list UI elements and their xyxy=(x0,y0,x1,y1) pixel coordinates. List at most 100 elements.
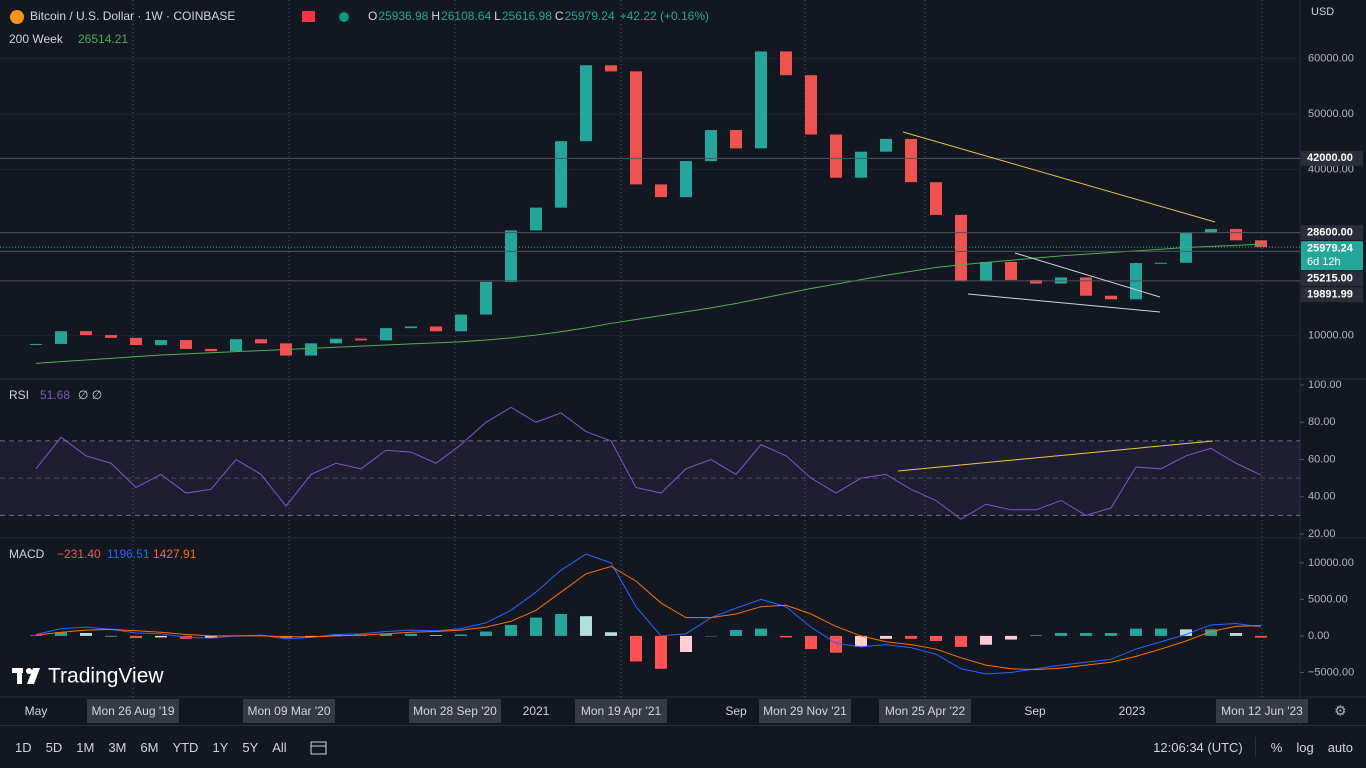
candle xyxy=(530,207,542,231)
ohlc-value: 25616.98 xyxy=(502,9,552,23)
candle xyxy=(205,348,217,352)
range-button[interactable]: YTD xyxy=(172,739,199,755)
macd-histogram-bar xyxy=(755,628,767,636)
macd-tick-label: 5000.00 xyxy=(1308,593,1348,605)
candle xyxy=(580,65,592,142)
macd-histogram-bar xyxy=(80,632,92,636)
scale-option[interactable]: auto xyxy=(1327,739,1353,755)
flag-icon[interactable] xyxy=(302,11,315,22)
time-label-box xyxy=(243,699,335,723)
macd-value: 1196.51 xyxy=(107,547,150,561)
candle xyxy=(1230,228,1242,241)
time-label-box xyxy=(409,699,501,723)
price-tick-label: 40000.00 xyxy=(1308,163,1354,175)
ohlc-change: +42.22 (+0.16%) xyxy=(620,9,709,23)
macd-histogram-bar xyxy=(830,635,842,653)
macd-histogram-bar xyxy=(955,635,967,647)
clock: 12:06:34 (UTC) xyxy=(1153,739,1243,755)
macd-histogram-bar xyxy=(1055,632,1067,636)
ohlc-label: L xyxy=(494,9,501,23)
macd-histogram-bar xyxy=(380,633,392,636)
range-button[interactable]: 3M xyxy=(108,739,127,755)
macd-histogram-bar xyxy=(630,635,642,662)
range-button[interactable]: 5Y xyxy=(242,739,259,755)
macd-histogram-bar xyxy=(305,635,317,637)
candle xyxy=(1155,262,1167,264)
countdown: 6d 12h xyxy=(1307,256,1341,268)
macd-histogram-bar xyxy=(880,635,892,639)
candle xyxy=(755,51,767,149)
macd-histogram-bar xyxy=(1130,628,1142,636)
wedge-line xyxy=(1014,252,1161,298)
ma-line xyxy=(35,243,1262,364)
rsi-tick-label: 60.00 xyxy=(1308,453,1336,465)
macd-histogram-bar xyxy=(805,635,817,650)
background xyxy=(0,0,1366,725)
candle xyxy=(1005,261,1017,280)
scale-option[interactable]: log xyxy=(1296,739,1314,755)
macd-histogram-bar xyxy=(1180,629,1192,636)
ohlc-value: 25936.98 xyxy=(378,9,428,23)
settings-icon[interactable]: ⚙ xyxy=(1334,703,1347,719)
macd-tick-label: −5000.00 xyxy=(1308,666,1354,678)
candle xyxy=(305,343,317,356)
price-label: 25979.24 xyxy=(1307,242,1354,254)
macd-histogram-bar xyxy=(1155,628,1167,636)
time-label: Mon 25 Apr '22 xyxy=(885,704,966,718)
candle xyxy=(605,65,617,72)
time-label: Mon 09 Mar '20 xyxy=(248,704,331,718)
ohlc: O 25936.98 H 26108.64 L 25616.98 C 25979.24 +42.… xyxy=(368,9,709,23)
macd-tick-label: 10000.00 xyxy=(1308,557,1354,569)
macd-histogram-bar xyxy=(855,635,867,647)
time-label: Mon 19 Apr '21 xyxy=(581,704,662,718)
price-label: 42000.00 xyxy=(1307,152,1353,164)
range-button[interactable]: All xyxy=(272,739,287,755)
candle xyxy=(1105,295,1117,300)
candle xyxy=(455,314,467,332)
signal-value: 1427.91 xyxy=(153,547,197,561)
macd-histogram-bar xyxy=(1205,629,1217,636)
symbol-title[interactable]: Bitcoin / U.S. Dollar · 1W · COINBASE xyxy=(30,9,235,23)
logo-text: TradingView xyxy=(48,665,164,688)
time-label: Sep xyxy=(1024,704,1046,718)
rsi-trend-line xyxy=(897,440,1214,472)
macd-histogram-bar xyxy=(430,635,442,636)
bitcoin-icon xyxy=(10,10,24,24)
ohlc-label: C xyxy=(555,9,564,23)
signal-line xyxy=(35,565,1262,671)
indicator-value: 26514.21 xyxy=(78,32,128,46)
time-label: Mon 26 Aug '19 xyxy=(91,704,174,718)
scale-option[interactable]: % xyxy=(1270,739,1283,755)
macd-histogram-bar xyxy=(105,635,117,637)
candle xyxy=(705,130,717,162)
currency[interactable]: USD xyxy=(1311,6,1334,18)
range-button[interactable]: 1D xyxy=(15,739,32,755)
rsi-name: RSI xyxy=(9,388,29,402)
ohlc-value: 26108.64 xyxy=(441,9,491,23)
price-tick-label: 60000.00 xyxy=(1308,53,1354,65)
rsi-tick-label: 100.00 xyxy=(1308,379,1342,391)
price-label-box xyxy=(1301,287,1363,303)
range-button[interactable]: 1M xyxy=(76,739,95,755)
macd-histogram-bar xyxy=(605,632,617,636)
macd-tick-label: 0.00 xyxy=(1308,630,1329,642)
candle xyxy=(655,184,667,198)
macd-histogram-bar xyxy=(1005,635,1017,640)
range-button[interactable]: 5D xyxy=(45,739,63,755)
ohlc-label: O xyxy=(368,9,377,23)
rsi-tick-label: 20.00 xyxy=(1308,528,1336,540)
macd-histogram-bar xyxy=(1230,632,1242,636)
candle xyxy=(680,161,692,198)
candle xyxy=(105,335,117,338)
candle xyxy=(130,337,142,346)
date-range-icon[interactable] xyxy=(308,738,330,756)
macd-histogram-bar xyxy=(980,635,992,645)
macd-histogram-bar xyxy=(330,634,342,636)
range-button[interactable]: 6M xyxy=(140,739,159,755)
macd-histogram-bar xyxy=(505,624,517,636)
ohlc-value: 25979.24 xyxy=(565,9,615,23)
candle xyxy=(30,343,42,345)
range-buttons: 1D 5D 1M 3M 6M YTD 1Y 5Y All xyxy=(0,740,294,755)
range-button[interactable]: 1Y xyxy=(212,739,229,755)
macd-histogram-bar xyxy=(530,617,542,636)
